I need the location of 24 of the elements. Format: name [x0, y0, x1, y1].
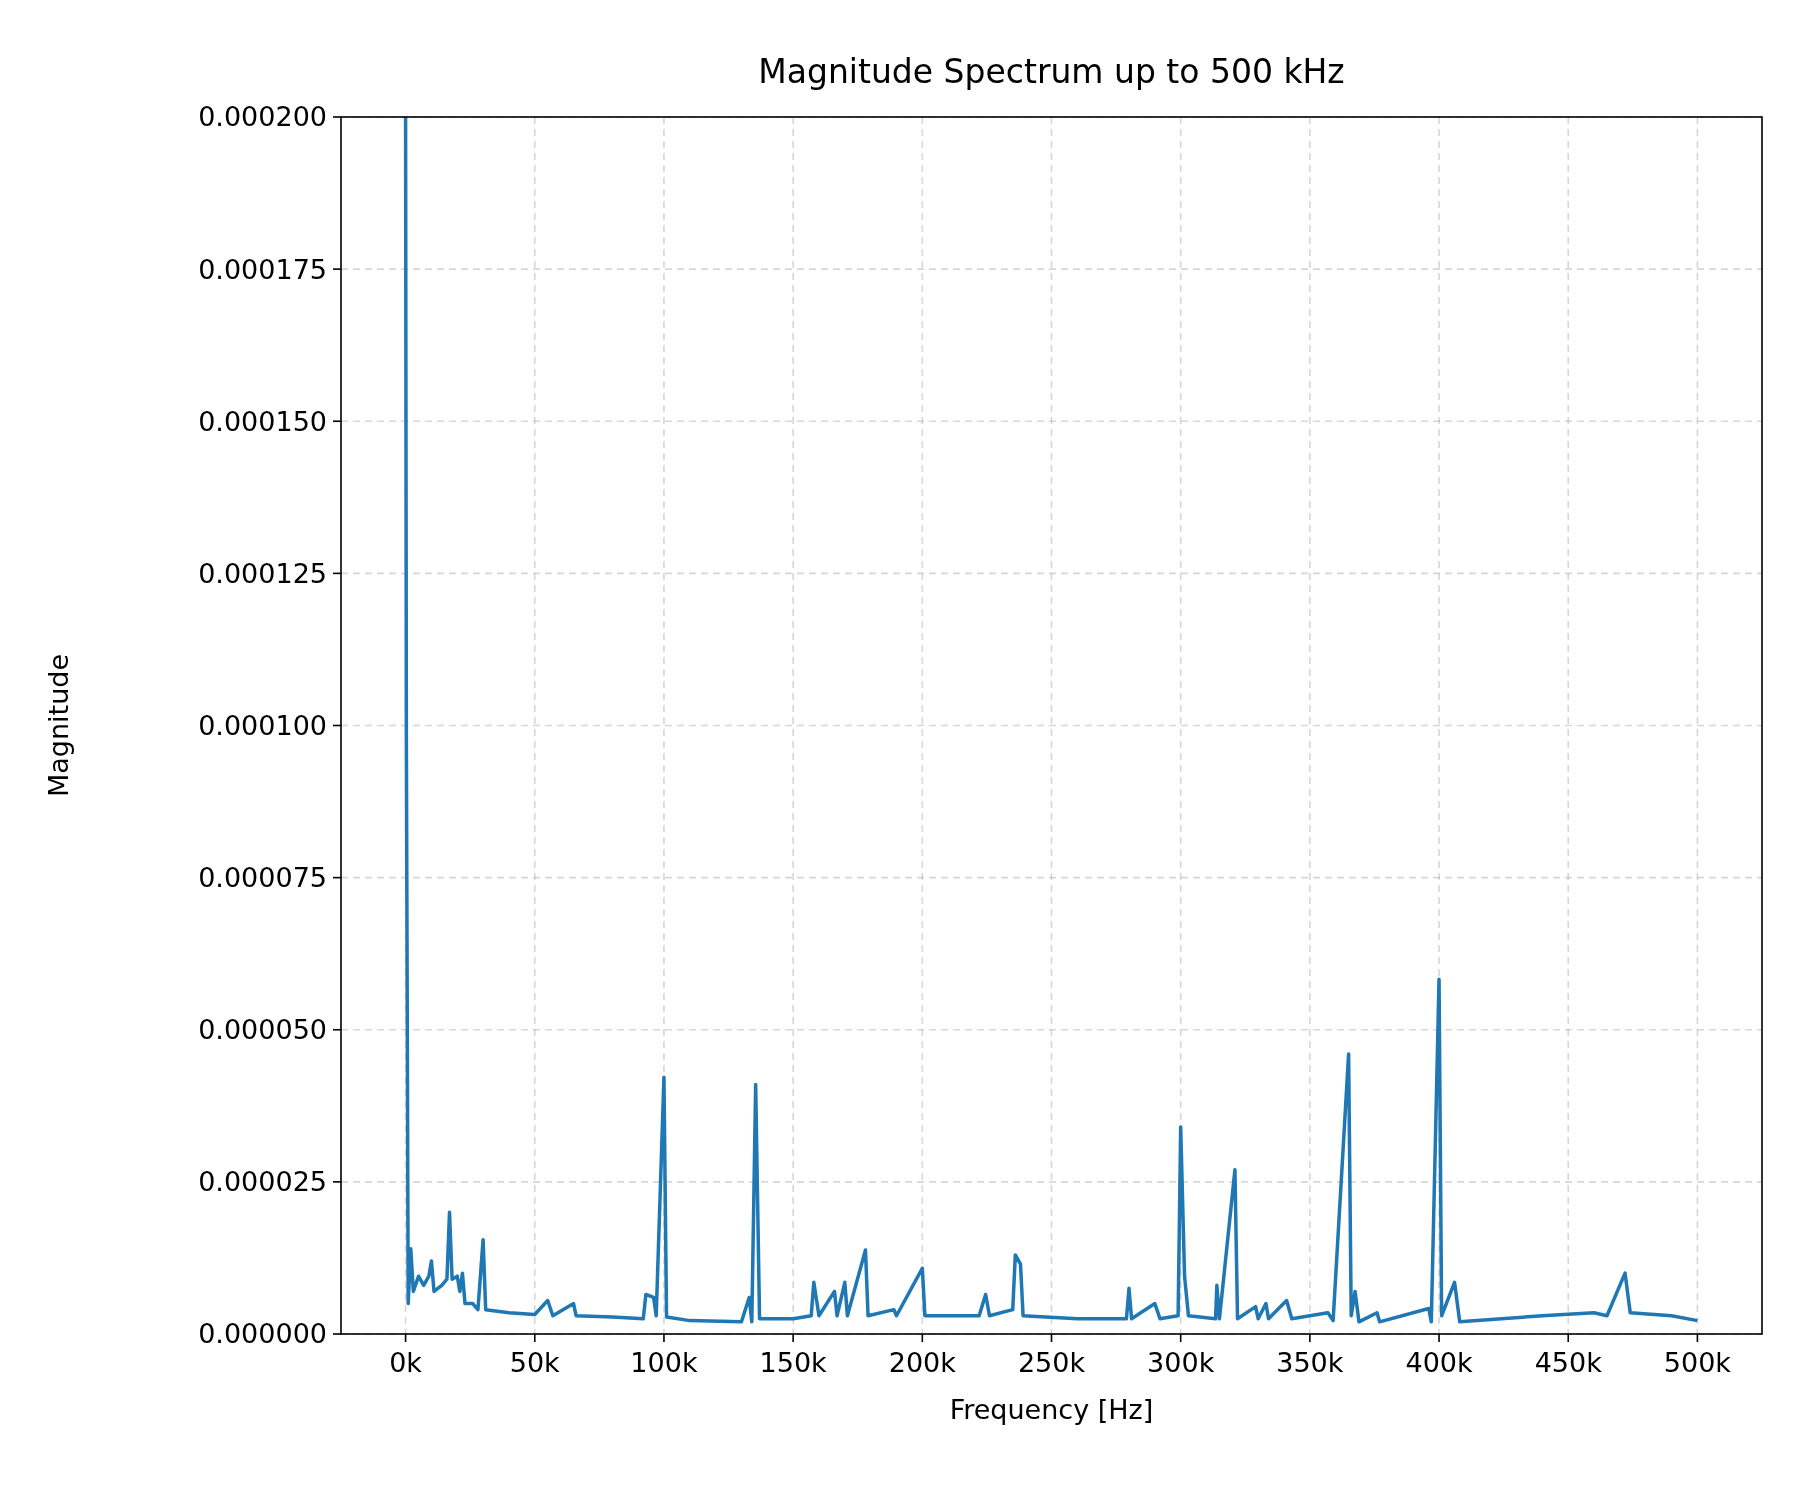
- y-tick-label: 0.000175: [198, 253, 327, 285]
- x-tick-label: 50k: [509, 1347, 561, 1378]
- chart-title: Magnitude Spectrum up to 500 kHz: [758, 52, 1345, 91]
- x-tick-label: 250k: [1017, 1347, 1086, 1378]
- x-tick-label: 0k: [389, 1347, 423, 1378]
- x-tick-label: 150k: [759, 1347, 828, 1378]
- y-tick-label: 0.000050: [198, 1014, 327, 1046]
- x-tick-label: 100k: [630, 1347, 698, 1378]
- y-tick-label: 0.000150: [198, 405, 327, 437]
- y-tick-label: 0.000200: [198, 101, 327, 133]
- y-tick-label: 0.000100: [198, 709, 327, 741]
- x-tick-label: 400k: [1405, 1347, 1473, 1378]
- y-tick-label: 0.000075: [198, 862, 327, 894]
- x-axis-title: Frequency [Hz]: [949, 1394, 1154, 1425]
- line-series: [403, 117, 1700, 1324]
- y-axis-title: Magnitude: [43, 653, 74, 798]
- x-tick-label: 500k: [1663, 1347, 1732, 1378]
- x-tick-label: 300k: [1147, 1347, 1215, 1378]
- x-tick-label: 450k: [1534, 1347, 1603, 1378]
- y-tick-label: 0.000025: [198, 1166, 327, 1198]
- y-tick-label: 0.000125: [198, 557, 327, 589]
- x-tick-label: 200k: [888, 1347, 957, 1378]
- y-tick-label: 0.000000: [198, 1318, 327, 1350]
- x-tick-label: 350k: [1276, 1347, 1344, 1378]
